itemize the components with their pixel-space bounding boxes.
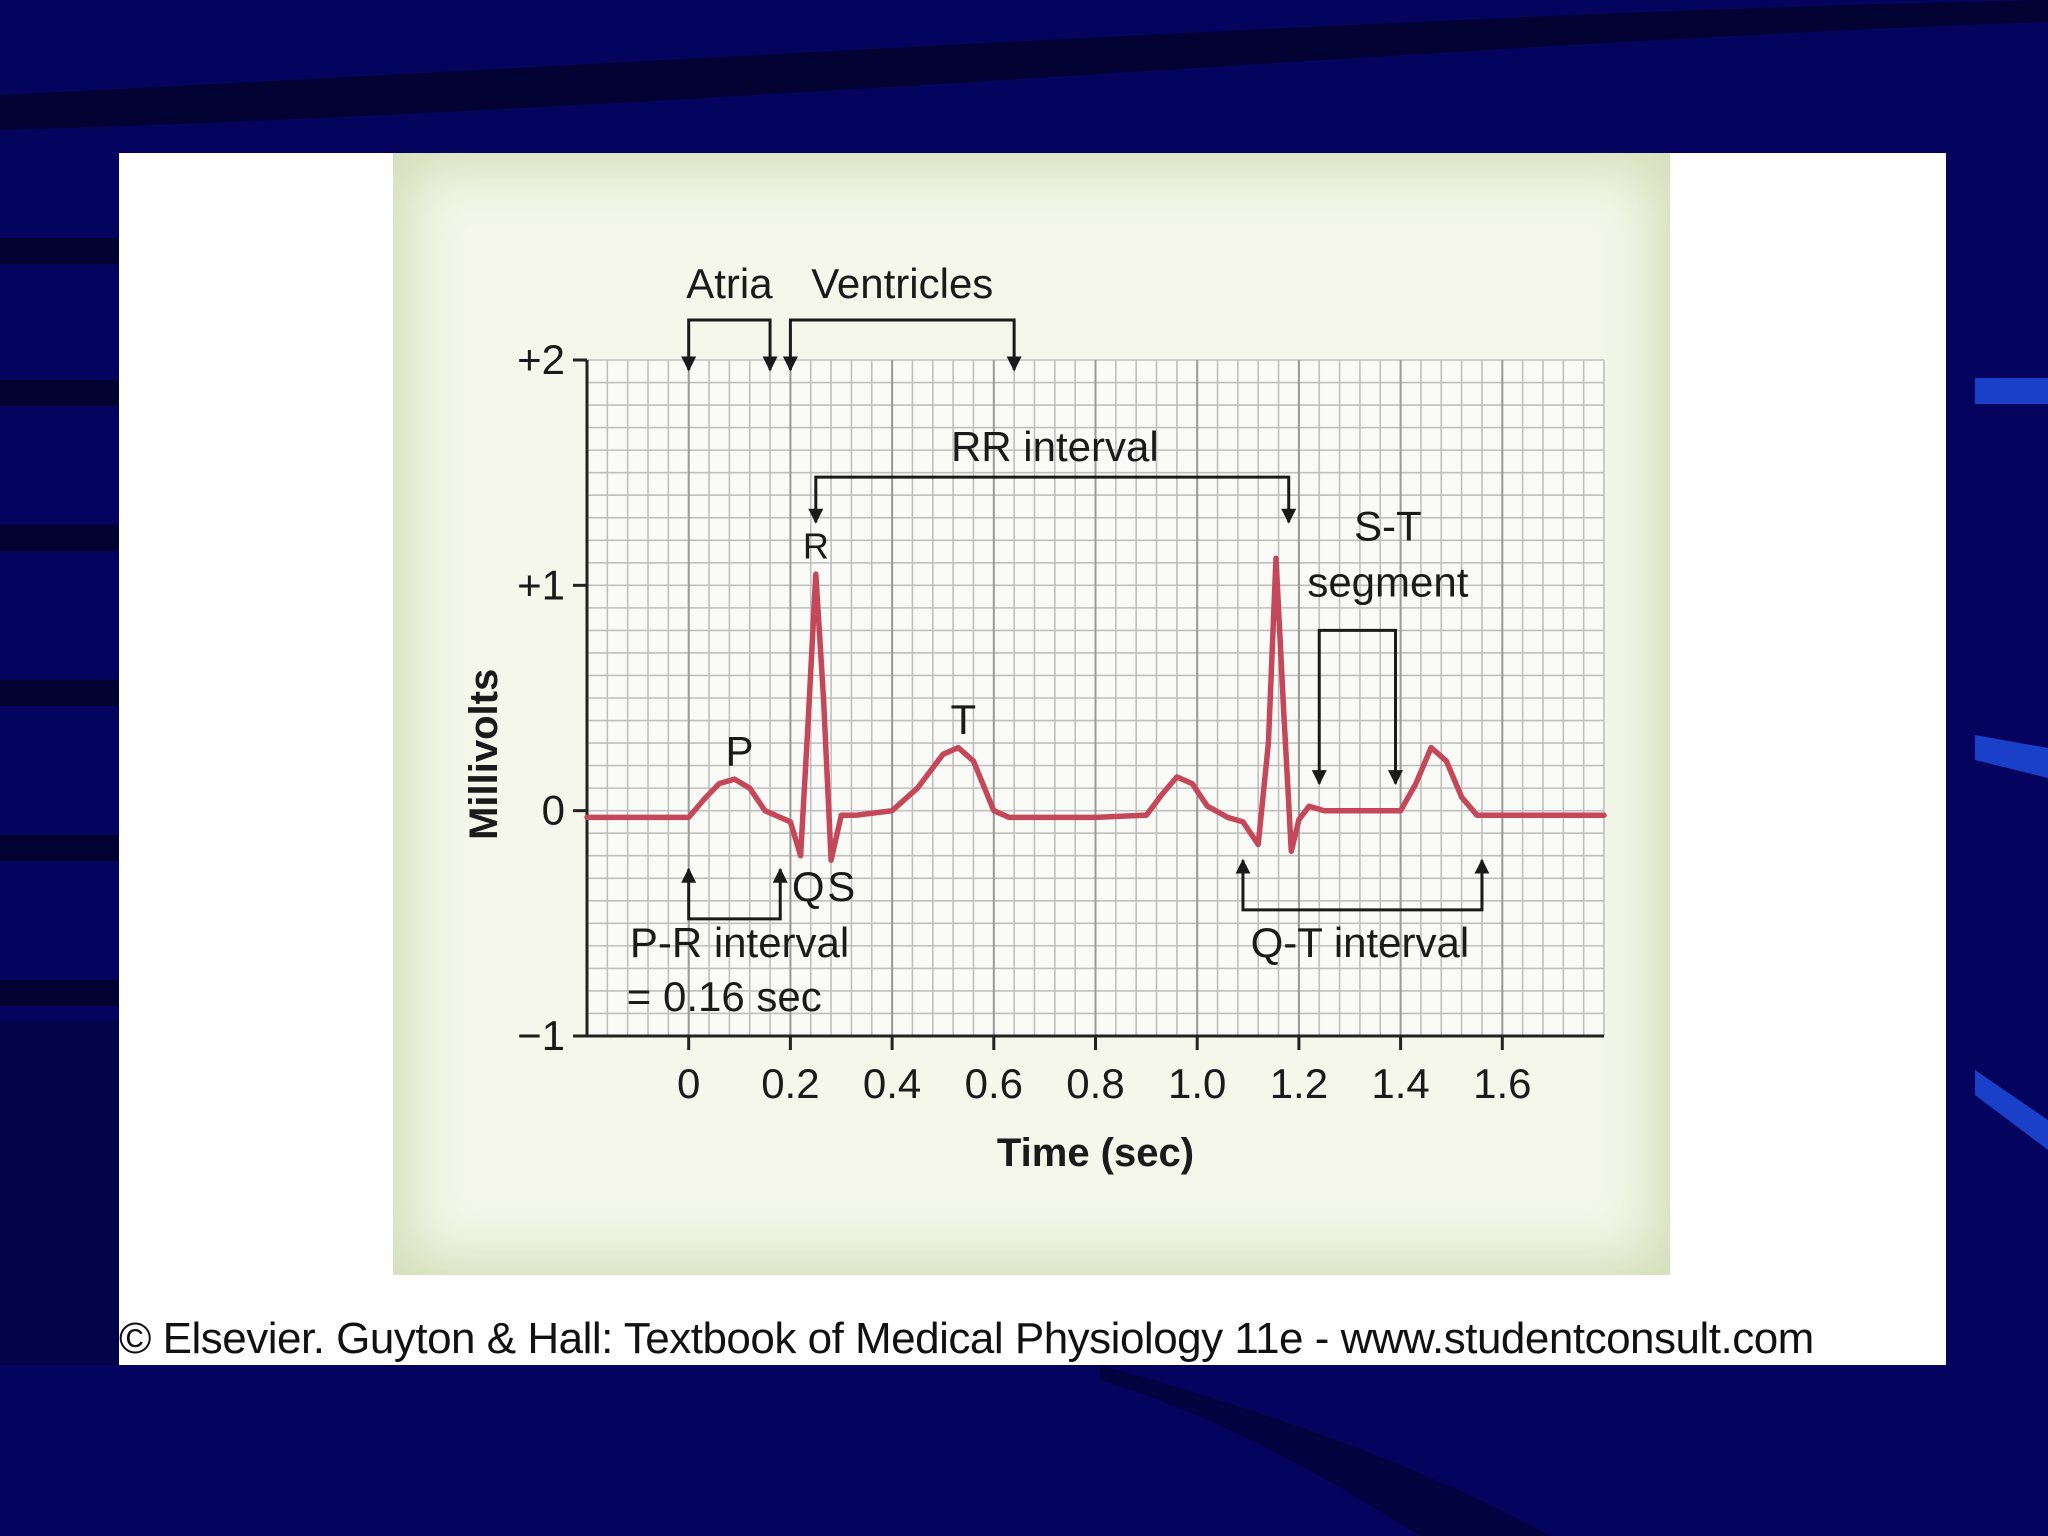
annotations: Atria Ventricles RR interval S-T segment P-R … [627,260,1490,1020]
st-segment-bracket [1311,628,1404,786]
wave-label-s: S [827,863,855,910]
wave-label-t: T [950,696,976,743]
y-axis-title: Millivolts [462,669,506,840]
x-tick-label: 0.8 [1066,1060,1124,1107]
wave-label-q: Q [792,863,825,910]
ventricles-bracket [782,318,1022,372]
pr-interval-label-line2: = 0.16 sec [627,973,822,1020]
ecg-trace-layer [584,555,1607,863]
x-axis-title: Time (sec) [997,1131,1194,1175]
rr-interval-bracket [808,475,1297,524]
x-tick-label: 0.6 [965,1060,1023,1107]
ventricles-label: Ventricles [811,260,993,307]
axes: 0 0.2 0.4 0.6 0.8 1.0 1.2 1.4 1.6 −1 0 +1 +2 Time (se… [462,336,1604,1175]
qt-interval-bracket [1235,858,1490,912]
x-tick-label: 1.6 [1473,1060,1531,1107]
atria-bracket [681,318,778,372]
figure-frame: 0 0.2 0.4 0.6 0.8 1.0 1.2 1.4 1.6 −1 0 +1 +2 Time (se… [393,153,1670,1275]
x-tick-label: 0.2 [761,1060,819,1107]
st-segment-label-line2: segment [1307,559,1468,606]
y-tick-label: +1 [517,561,565,608]
pr-interval-bracket [681,867,788,921]
st-segment-label-line1: S-T [1354,502,1422,549]
x-tick-label: 0.4 [863,1060,921,1107]
ecg-series-line [584,555,1607,863]
x-tick-label: 1.2 [1270,1060,1328,1107]
ecg-chart: 0 0.2 0.4 0.6 0.8 1.0 1.2 1.4 1.6 −1 0 +1 +2 Time (se… [462,260,1607,1175]
y-tick-label: +2 [517,336,565,383]
figure-card: 0 0.2 0.4 0.6 0.8 1.0 1.2 1.4 1.6 −1 0 +1 +2 Time (se… [119,153,1946,1365]
qt-interval-label: Q-T interval [1251,919,1470,966]
x-tick-label: 1.0 [1168,1060,1226,1107]
labels: P R Q S T [726,525,977,910]
y-tick-label: −1 [517,1012,565,1059]
rr-interval-label: RR interval [951,423,1159,470]
wave-label-p: P [726,728,754,775]
pr-interval-label-line1: P-R interval [630,919,849,966]
wave-label-r: R [803,525,829,566]
grid [586,359,1605,1037]
atria-label: Atria [686,260,773,307]
figure-caption: © Elsevier. Guyton & Hall: Textbook of M… [119,1314,1814,1363]
x-tick-label: 0 [677,1060,700,1107]
x-tick-label: 1.4 [1371,1060,1429,1107]
y-tick-label: 0 [542,787,565,834]
